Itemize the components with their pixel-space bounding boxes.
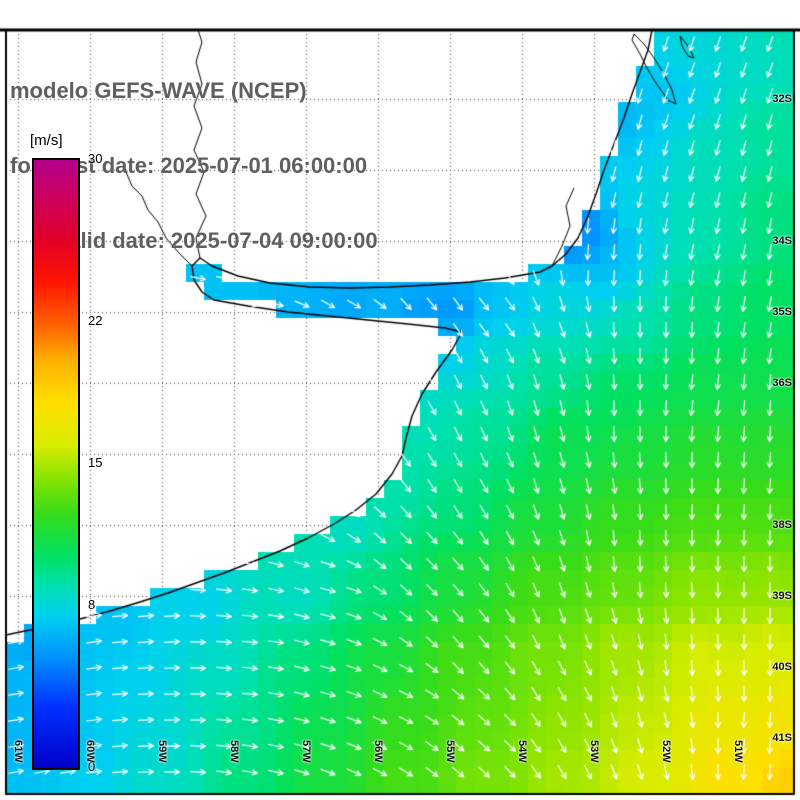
colorbar-tick-label: 0: [88, 759, 96, 774]
longitude-label: 59W: [156, 740, 168, 763]
colorbar-tick-label: 30: [88, 151, 103, 166]
longitude-label: 56W: [372, 740, 384, 763]
longitude-label: 51W: [732, 740, 744, 763]
longitude-label: 55W: [444, 740, 456, 763]
latitude-label: 34S: [772, 235, 792, 247]
longitude-label: 54W: [516, 740, 528, 763]
longitude-label: 52W: [660, 740, 672, 763]
colorbar-tick-label: 15: [88, 455, 103, 470]
latitude-label: 39S: [772, 590, 792, 602]
colorbar: [32, 158, 80, 770]
longitude-label: 57W: [300, 740, 312, 763]
colorbar-tick-label: 22: [88, 313, 103, 329]
longitude-label: 61W: [12, 740, 24, 763]
longitude-label: 53W: [588, 740, 600, 763]
latitude-label: 35S: [772, 306, 792, 318]
model-title: modelo GEFS-WAVE (NCEP): [10, 78, 307, 103]
latitude-label: 41S: [772, 732, 792, 744]
latitude-label: 38S: [772, 519, 792, 531]
colorbar-tick-label: 8: [88, 596, 96, 612]
colorbar-units-label: [m/s]: [30, 132, 63, 149]
longitude-label: 60W: [84, 740, 96, 763]
latitude-label: 36S: [772, 377, 792, 389]
latitude-label: 40S: [772, 661, 792, 673]
latitude-label: 32S: [772, 93, 792, 105]
longitude-label: 58W: [228, 740, 240, 763]
